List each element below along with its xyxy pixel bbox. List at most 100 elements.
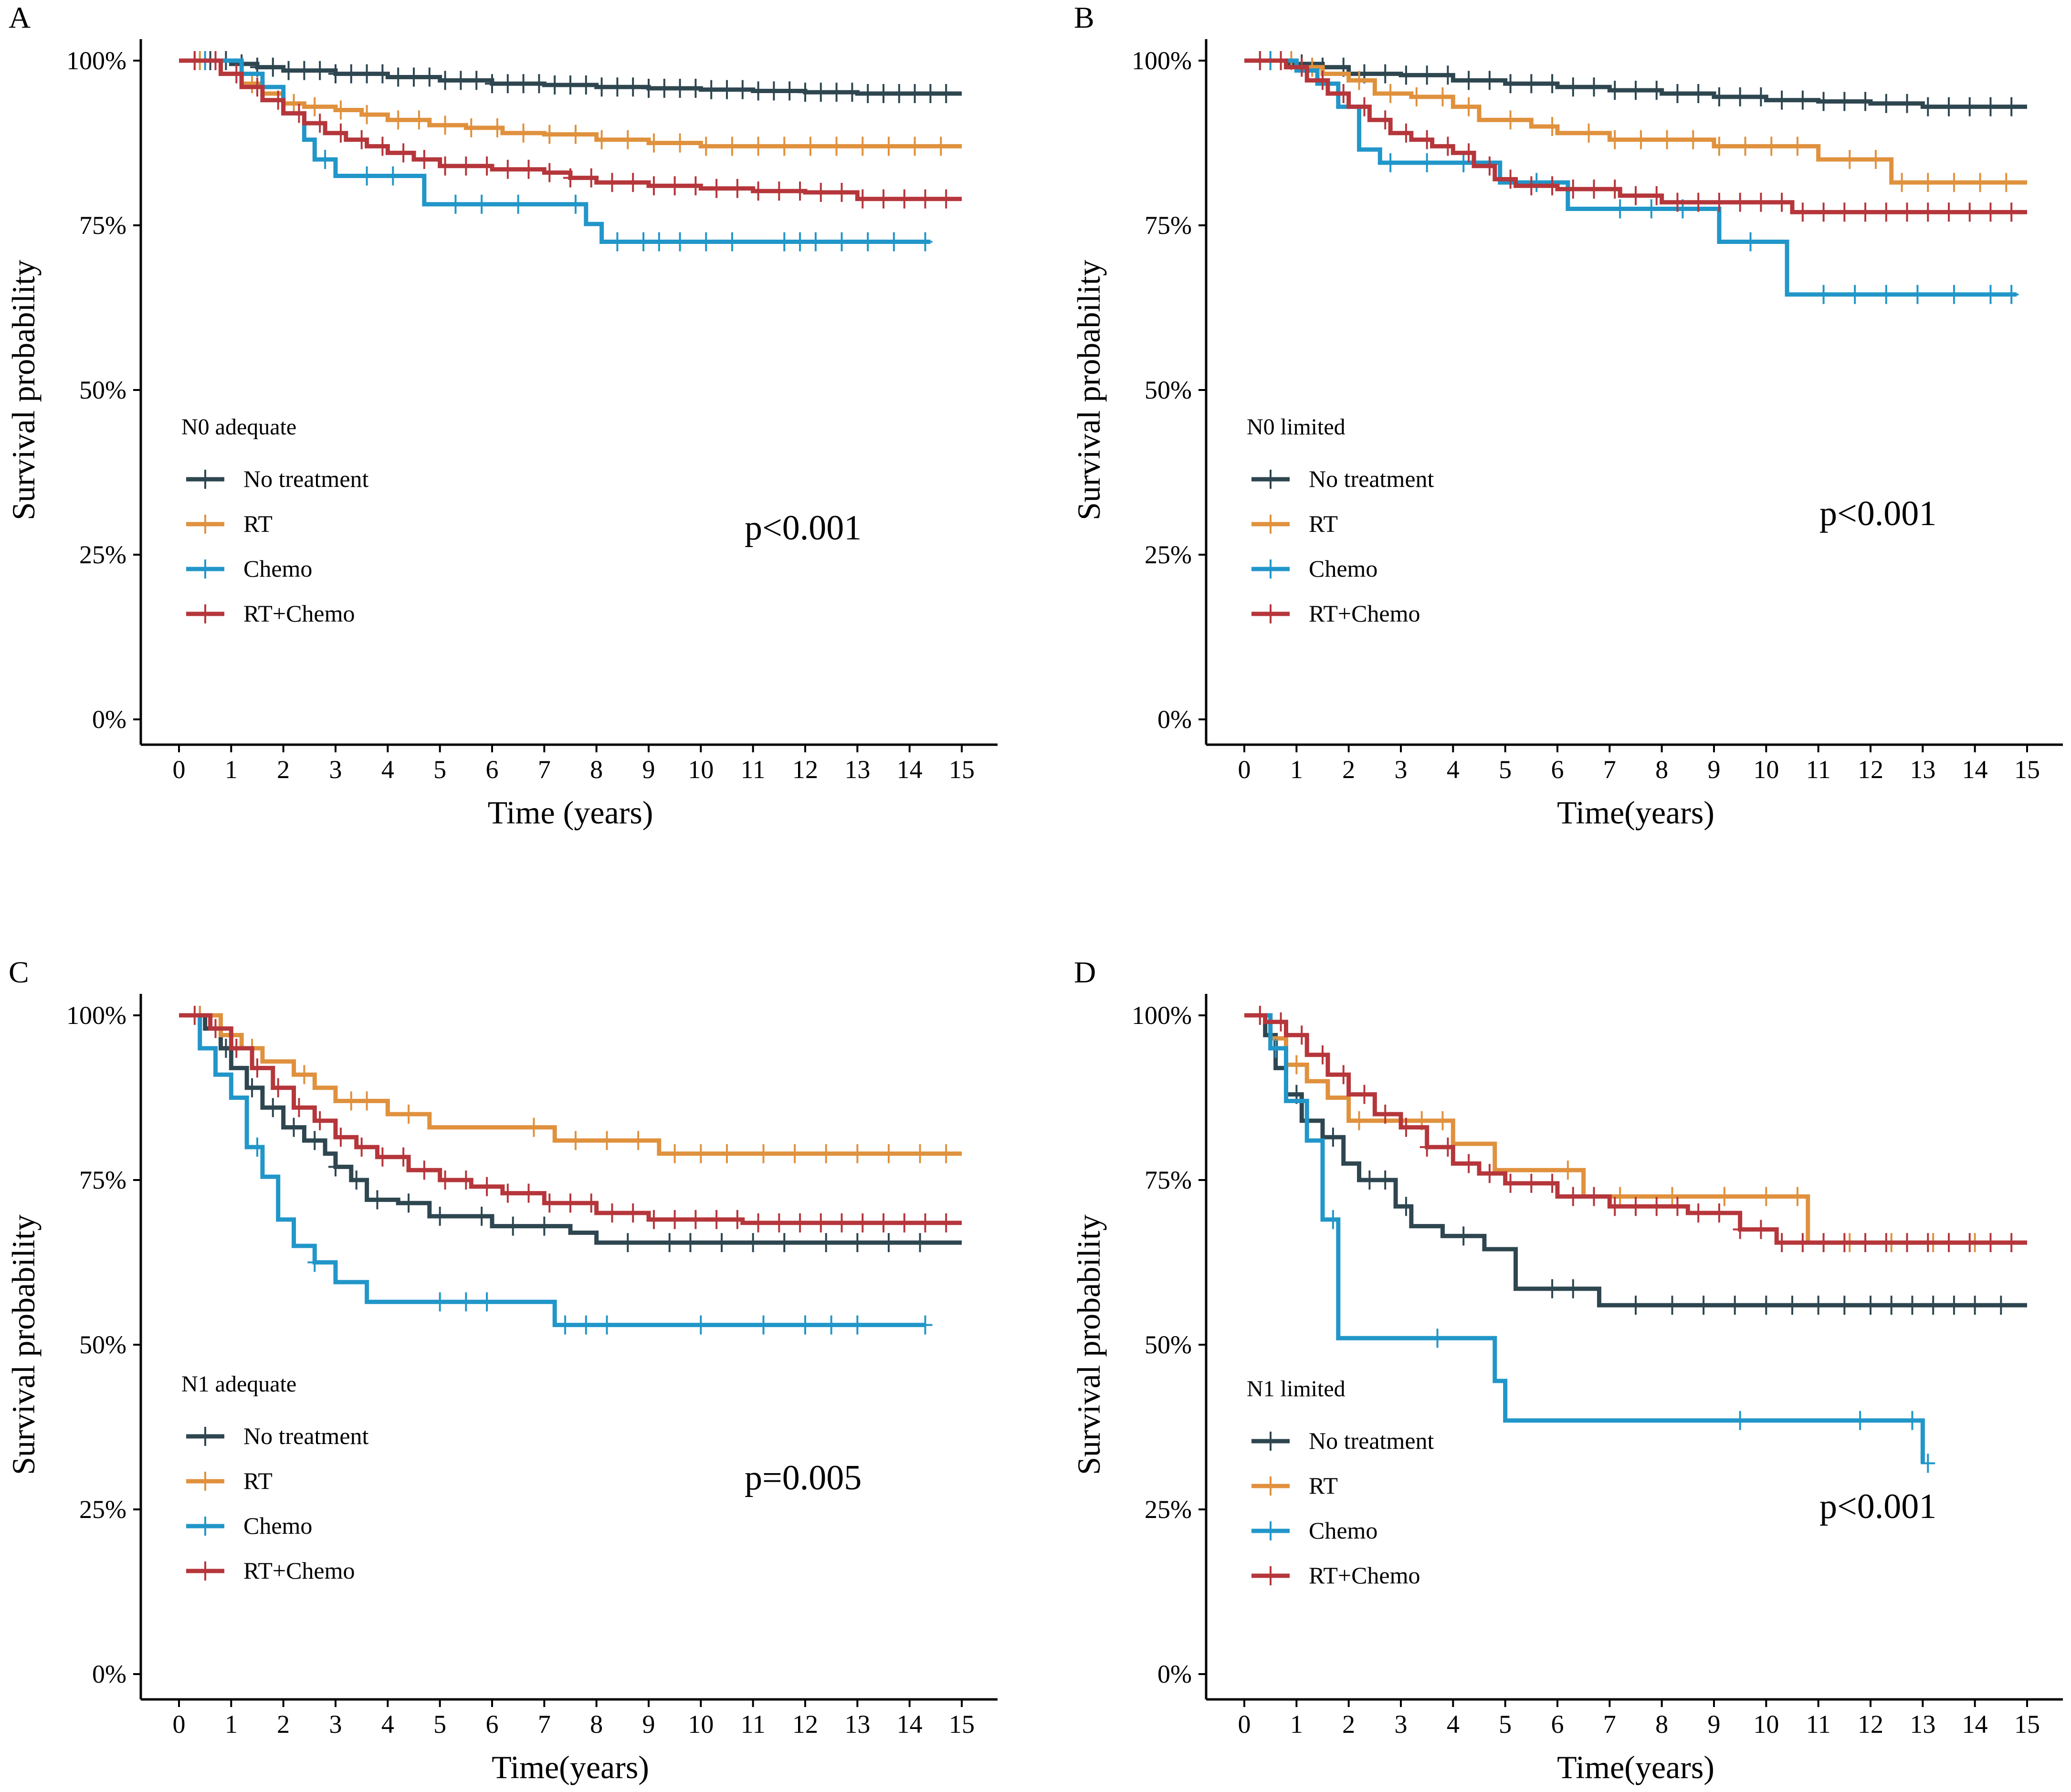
censor-mark	[511, 194, 526, 214]
censor-mark	[391, 110, 406, 130]
censor-mark	[1629, 1296, 1643, 1315]
censor-mark	[1430, 1328, 1445, 1348]
censor-mark	[620, 130, 635, 149]
censor-mark	[1733, 192, 1747, 212]
censor-mark	[1712, 137, 1726, 156]
panel-b: B0%25%50%75%100%0 1 2 3 4 5 6 7 8 9 10 11 12 13 14 15Ti…	[1071, 0, 2063, 831]
censor-mark	[1482, 71, 1497, 90]
censor-mark	[1252, 1006, 1267, 1025]
censor-mark	[297, 61, 312, 80]
x-tick-label: 5	[433, 1710, 446, 1739]
censor-mark	[578, 75, 593, 95]
x-tick-label: 0	[1238, 755, 1251, 784]
censor-mark	[1644, 199, 1659, 219]
censor-mark	[813, 183, 828, 202]
censor-mark	[1921, 173, 1935, 192]
censor-mark	[1665, 1296, 1680, 1315]
censor-mark	[599, 1315, 614, 1335]
x-tick-label: 1	[1290, 1710, 1303, 1739]
censor-mark	[328, 1157, 343, 1177]
x-tick-label: 3	[1395, 755, 1408, 784]
censor-mark	[1696, 1296, 1711, 1315]
censor-mark	[354, 130, 369, 149]
censor-mark	[432, 1292, 447, 1312]
censor-mark	[1419, 1138, 1434, 1157]
censor-mark	[1743, 232, 1758, 252]
censor-mark	[861, 84, 875, 103]
censor-mark	[709, 179, 724, 198]
x-tick-label: 1	[225, 755, 238, 784]
censor-mark	[1273, 1012, 1288, 1032]
censor-mark	[918, 232, 933, 252]
x-tick-label: 5	[1499, 1710, 1512, 1739]
censor-mark	[1294, 57, 1309, 77]
censor-mark	[934, 137, 948, 156]
censor-mark	[1660, 130, 1674, 149]
censor-mark	[881, 1233, 896, 1253]
x-tick-label: 4	[1447, 1710, 1460, 1739]
censor-mark	[432, 1206, 447, 1226]
censor-mark	[1665, 1187, 1680, 1206]
censor-mark	[1566, 1187, 1580, 1206]
censor-mark	[563, 75, 578, 95]
censor-mark	[1545, 176, 1560, 196]
x-tick-label: 7	[538, 1710, 551, 1739]
censor-mark	[1733, 87, 1747, 106]
x-tick-label: 3	[329, 755, 342, 784]
censor-mark	[798, 1315, 812, 1335]
censor-mark	[1482, 1164, 1497, 1183]
censor-mark	[563, 168, 578, 188]
censor-mark	[1905, 1411, 1920, 1430]
censor-mark	[448, 194, 463, 214]
censor-mark	[1795, 1233, 1810, 1253]
censor-mark	[850, 1315, 865, 1335]
legend-label-no-treatment: No treatment	[243, 465, 369, 492]
censor-mark	[876, 84, 891, 103]
censor-mark	[1273, 51, 1288, 70]
censor-mark	[516, 123, 531, 143]
censor-mark	[1921, 1454, 1935, 1473]
censor-mark	[333, 100, 348, 120]
censor-mark	[834, 183, 849, 202]
censor-mark	[1325, 1210, 1340, 1229]
x-tick-label: 9	[1708, 1710, 1721, 1739]
censor-mark	[1921, 97, 1935, 116]
censor-mark	[1879, 1233, 1893, 1253]
x-tick-label: 9	[1708, 755, 1721, 784]
censor-mark	[610, 77, 625, 97]
censor-mark	[417, 150, 431, 169]
censor-mark	[1336, 1065, 1351, 1085]
censor-mark	[485, 74, 499, 94]
censor-mark	[1905, 1296, 1920, 1315]
x-tick-label: 13	[844, 1710, 870, 1739]
censor-mark	[1398, 1117, 1413, 1137]
censor-mark	[1785, 1296, 1799, 1315]
censor-mark	[1289, 1055, 1304, 1075]
censor-mark	[594, 77, 609, 97]
x-axis-title: Time(years)	[1557, 794, 1714, 831]
censor-mark	[1362, 1170, 1377, 1190]
censor-mark	[505, 1216, 520, 1236]
censor-mark	[1315, 1045, 1330, 1065]
censor-mark	[453, 71, 468, 90]
censor-mark	[913, 1233, 927, 1253]
censor-mark	[694, 1144, 708, 1163]
legend-label-rt: RT	[1309, 1472, 1338, 1499]
censor-mark	[1398, 65, 1413, 85]
censor-mark	[584, 168, 599, 188]
censor-mark	[286, 1117, 301, 1137]
censor-mark	[881, 1144, 896, 1163]
censor-mark	[751, 81, 766, 101]
y-tick-label: 75%	[1145, 211, 1192, 240]
y-tick-label: 75%	[1145, 1166, 1192, 1194]
censor-mark	[1649, 81, 1664, 100]
x-tick-label: 12	[1858, 755, 1883, 784]
censor-mark	[1727, 1296, 1742, 1315]
censor-mark	[777, 137, 792, 156]
censor-mark	[1419, 130, 1434, 149]
x-tick-label: 15	[2014, 1710, 2040, 1739]
censor-mark	[1566, 1279, 1580, 1298]
censor-mark	[375, 137, 390, 156]
censor-mark	[542, 1193, 557, 1213]
censor-mark	[730, 1210, 745, 1229]
